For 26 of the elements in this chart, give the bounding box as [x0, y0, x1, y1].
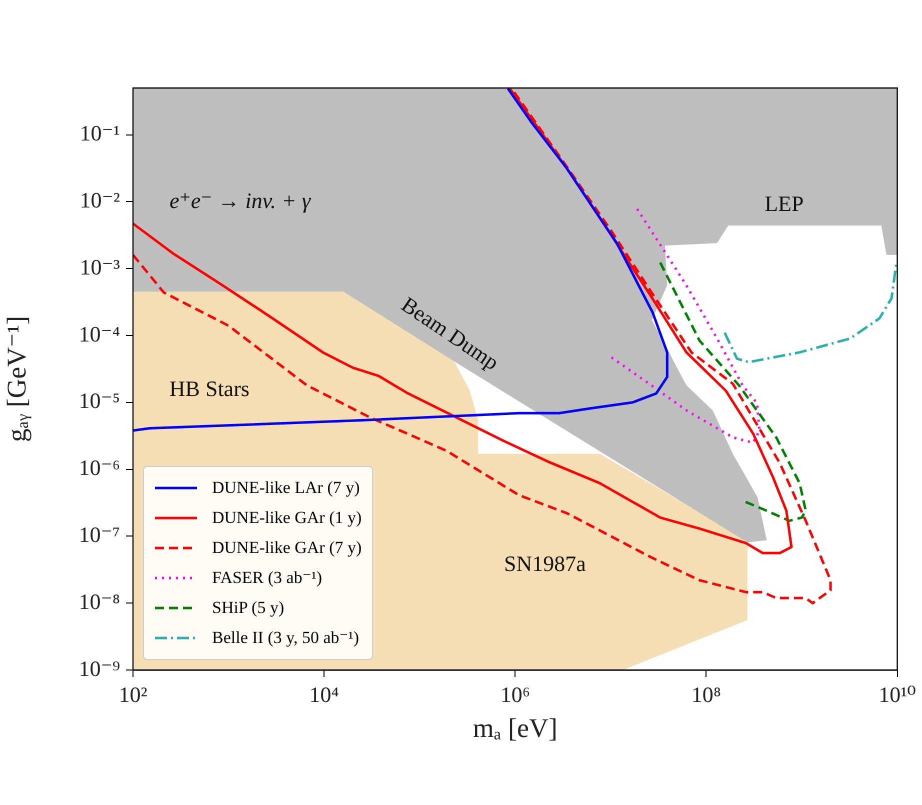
x-tick-label: 10⁶: [500, 682, 530, 707]
legend-label: Belle II (3 y, 50 ab⁻¹): [212, 628, 360, 648]
y-tick-label: 10⁻¹: [80, 120, 120, 146]
y-tick-label: 10⁻⁴: [78, 321, 120, 346]
y-tick-label: 10⁻²: [80, 187, 120, 212]
x-tick-label: 10¹⁰: [878, 682, 916, 707]
y-axis-title: gₐᵧ [GeV⁻¹]: [1, 316, 32, 442]
x-axis-title: mₐ [eV]: [472, 712, 558, 743]
legend-label: FASER (3 ab⁻¹): [212, 568, 322, 588]
y-tick-label: 10⁻⁶: [78, 455, 120, 480]
annotation: SN1987a: [504, 551, 586, 576]
x-tick-label: 10⁸: [691, 682, 722, 707]
y-tick-label: 10⁻⁹: [78, 656, 120, 681]
legend-label: DUNE-like LAr (7 y): [212, 478, 360, 498]
legend-label: SHiP (5 y): [212, 598, 284, 618]
y-tick-label: 10⁻⁵: [78, 388, 120, 414]
x-tick-label: 10⁴: [309, 682, 340, 707]
y-tick-label: 10⁻³: [80, 254, 120, 280]
annotation: LEP: [764, 190, 804, 216]
annotation: e⁺e⁻ → inv. + γ: [169, 188, 312, 213]
x-tick-label: 10²: [118, 682, 148, 707]
annotation: HB Stars: [169, 376, 250, 401]
legend-label: DUNE-like GAr (7 y): [212, 538, 362, 558]
y-tick-label: 10⁻⁸: [78, 588, 120, 614]
y-tick-label: 10⁻⁷: [78, 522, 120, 547]
legend-label: DUNE-like GAr (1 y): [212, 508, 362, 528]
